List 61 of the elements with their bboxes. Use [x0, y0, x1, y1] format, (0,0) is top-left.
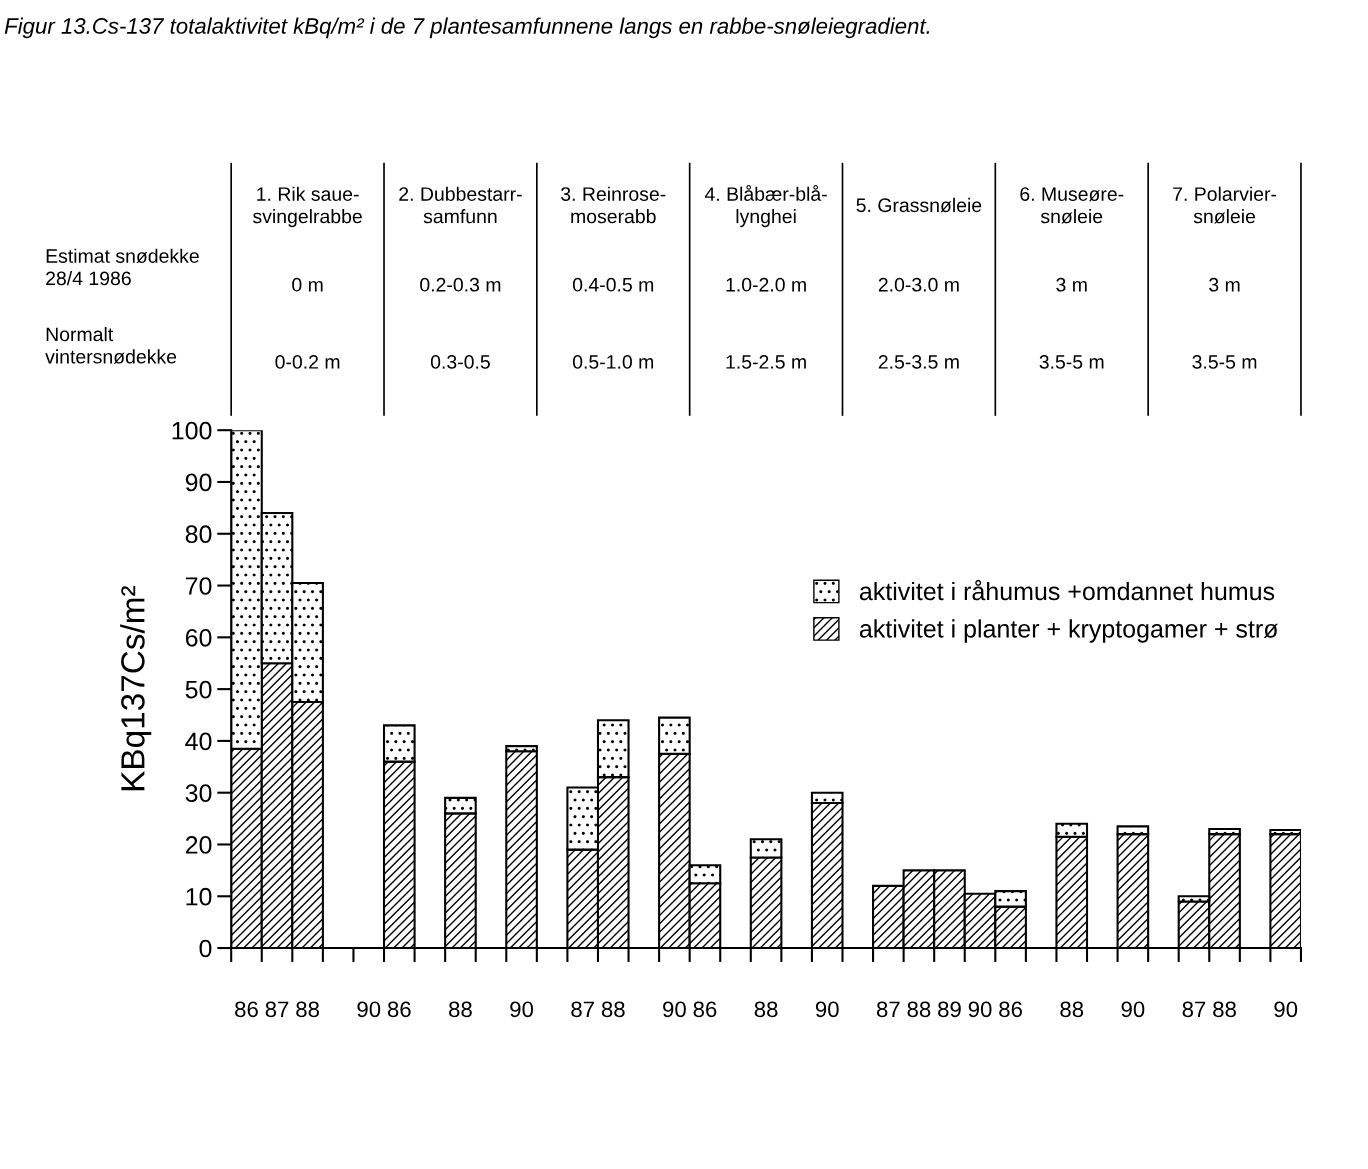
text: 1.5-2.5 m [726, 355, 806, 369]
y-tick-label: 30 [185, 784, 212, 802]
x-tick-label: 87 [876, 1001, 900, 1018]
x-tick-label: 88 [1213, 1001, 1236, 1018]
x-tick-label: 88 [449, 1001, 472, 1018]
x-tick-label: 88 [601, 1001, 625, 1018]
y-tick-label: 90 [185, 473, 212, 492]
x-tick-label: 90 [1121, 1001, 1145, 1018]
text: 2. Dubbestarr- samfunn [399, 186, 522, 224]
text: 5. Grassnøleie [856, 197, 982, 213]
x-tick-label: 90 [968, 1001, 992, 1018]
text: 0.3-0.5 [430, 355, 490, 369]
x-tick-label: 88 [907, 1001, 931, 1018]
x-tick-label: 87 [571, 1001, 594, 1018]
y-tick-label: 60 [185, 628, 212, 647]
y-axis-title: KBq137Cs/m² [120, 586, 152, 791]
y-tick-label: 20 [185, 836, 212, 854]
x-tick-label: 90 [663, 1001, 686, 1018]
legend-label: aktivitet i råhumus +omdannet humus [859, 579, 1275, 601]
x-tick-label: 88 [1060, 1001, 1084, 1018]
text: 1.0-2.0 m [726, 277, 806, 292]
text: 3 m [1056, 277, 1087, 292]
legend-label: aktivitet i planter + kryptogamer + strø [859, 619, 1278, 643]
text: 0 m [292, 277, 323, 292]
x-tick-label: 87 [265, 1001, 289, 1018]
text: Estimat snødekke 28/4 1986 [46, 248, 199, 286]
text: 0-0.2 m [275, 355, 340, 369]
x-tick-label: 86 [387, 1001, 411, 1018]
x-tick-label: 88 [754, 1001, 778, 1018]
text: 3 m [1209, 277, 1240, 292]
text: Normalt vintersnødekke [45, 326, 177, 364]
x-tick-label: 90 [510, 1001, 534, 1018]
y-tick-label: 10 [186, 887, 212, 906]
text: 0.5-1.0 m [572, 355, 654, 369]
y-tick-label: 80 [185, 525, 212, 544]
y-tick-label: 0 [199, 939, 212, 958]
x-tick-label: 90 [815, 1001, 839, 1018]
x-tick-label: 86 [999, 1001, 1022, 1018]
text: 6. Museøre- snøleie [1020, 187, 1124, 224]
x-tick-label: 86 [235, 1001, 258, 1018]
chart-title: Figur 13.Cs-137 totalaktivitet kBq/m² i de 7 plantesamfunnene langs en rabbe-snøleiegradient. [4, 17, 930, 39]
text: 3.5-5 m [1192, 355, 1257, 369]
x-tick-label: 89 [938, 1001, 961, 1018]
y-tick-label: 70 [185, 577, 212, 595]
text: 0.2-0.3 m [420, 277, 501, 292]
x-tick-label: 90 [1274, 1001, 1298, 1018]
text: 7. Polarvier- snøleie [1173, 186, 1277, 224]
text: 1. Rik saue- svingelrabbe [253, 186, 362, 228]
y-tick-label: 100 [172, 421, 212, 440]
text: 0.4-0.5 m [572, 277, 654, 292]
x-tick-label: 87 [1182, 1001, 1206, 1018]
x-tick-label: 88 [296, 1001, 319, 1018]
x-tick-label: 90 [357, 1001, 381, 1018]
text: 2.0-3.0 m [878, 277, 959, 292]
y-tick-label: 40 [185, 732, 212, 751]
text: 3.5-5 m [1039, 355, 1104, 369]
y-tick-label: 50 [185, 680, 212, 699]
text: 4. Blåbær-blå- lynghei [704, 185, 827, 228]
x-tick-label: 86 [693, 1001, 717, 1018]
text: 3. Reinrose- moserabb [561, 186, 666, 224]
text: 2.5-3.5 m [878, 355, 959, 369]
